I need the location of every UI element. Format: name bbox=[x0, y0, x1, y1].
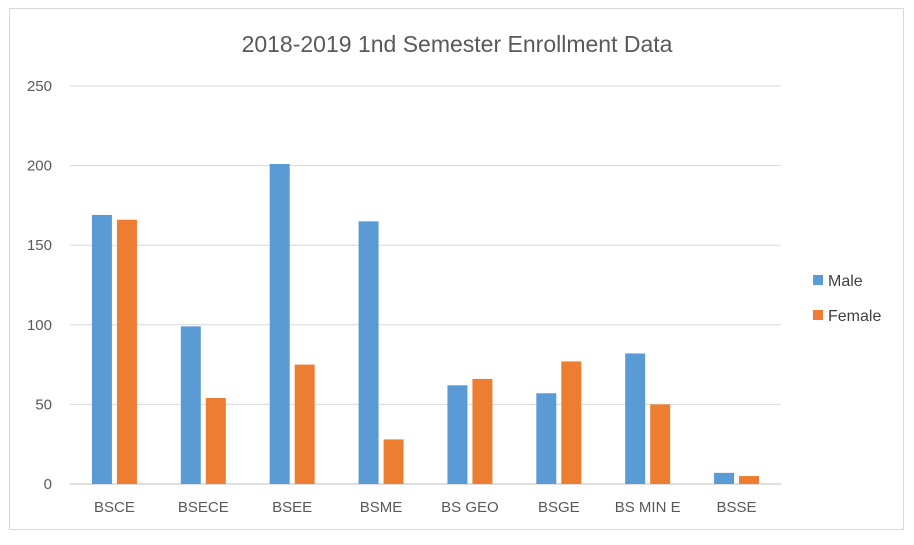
legend-swatch-male bbox=[813, 275, 823, 285]
y-tick-label: 250 bbox=[27, 78, 52, 95]
bar-female-bsge bbox=[561, 361, 582, 484]
gridlines bbox=[70, 85, 781, 485]
legend-label-male: Male bbox=[828, 273, 863, 290]
bar-female-bs-geo bbox=[472, 378, 493, 484]
bar-female-bsse bbox=[739, 476, 760, 484]
y-axis: 0 50 100 150 200 250 bbox=[27, 78, 52, 493]
bar-male-bsece bbox=[180, 326, 201, 484]
x-tick-label: BSEE bbox=[272, 499, 312, 516]
bar-male-bsse bbox=[714, 472, 735, 484]
x-axis: BSCE BSECE BSEE BSME BS GEO BSGE BS MIN E BSSE bbox=[94, 499, 757, 516]
chart-title: 2018-2019 1nd Semester Enrollment Data bbox=[242, 31, 673, 57]
bar-male-bs-min-e bbox=[625, 353, 646, 484]
bar-male-bsce bbox=[91, 214, 112, 484]
x-tick-label: BS MIN E bbox=[615, 499, 681, 516]
bar-male-bsge bbox=[536, 393, 557, 484]
bar-female-bsece bbox=[205, 398, 226, 484]
legend: Male Female bbox=[813, 273, 881, 325]
bar-female-bsme bbox=[383, 439, 404, 484]
bar-male-bsme bbox=[358, 221, 379, 484]
legend-swatch-female bbox=[813, 310, 823, 320]
legend-label-female: Female bbox=[828, 308, 881, 325]
bar-female-bs-min-e bbox=[650, 404, 671, 484]
x-tick-label: BSME bbox=[360, 499, 403, 516]
y-tick-label: 150 bbox=[27, 237, 52, 254]
y-tick-label: 100 bbox=[27, 317, 52, 334]
bar-female-bsce bbox=[116, 219, 137, 484]
bar-male-bs-geo bbox=[447, 385, 468, 484]
bar-male-bsee bbox=[269, 164, 290, 484]
bars bbox=[91, 164, 760, 484]
x-tick-label: BSECE bbox=[178, 499, 229, 516]
x-tick-label: BS GEO bbox=[441, 499, 499, 516]
bar-female-bsee bbox=[294, 364, 315, 484]
x-tick-label: BSSE bbox=[717, 499, 757, 516]
y-tick-label: 0 bbox=[44, 476, 52, 493]
y-tick-label: 50 bbox=[35, 396, 52, 413]
x-tick-label: BSCE bbox=[94, 499, 135, 516]
x-tick-label: BSGE bbox=[538, 499, 580, 516]
y-tick-label: 200 bbox=[27, 158, 52, 175]
